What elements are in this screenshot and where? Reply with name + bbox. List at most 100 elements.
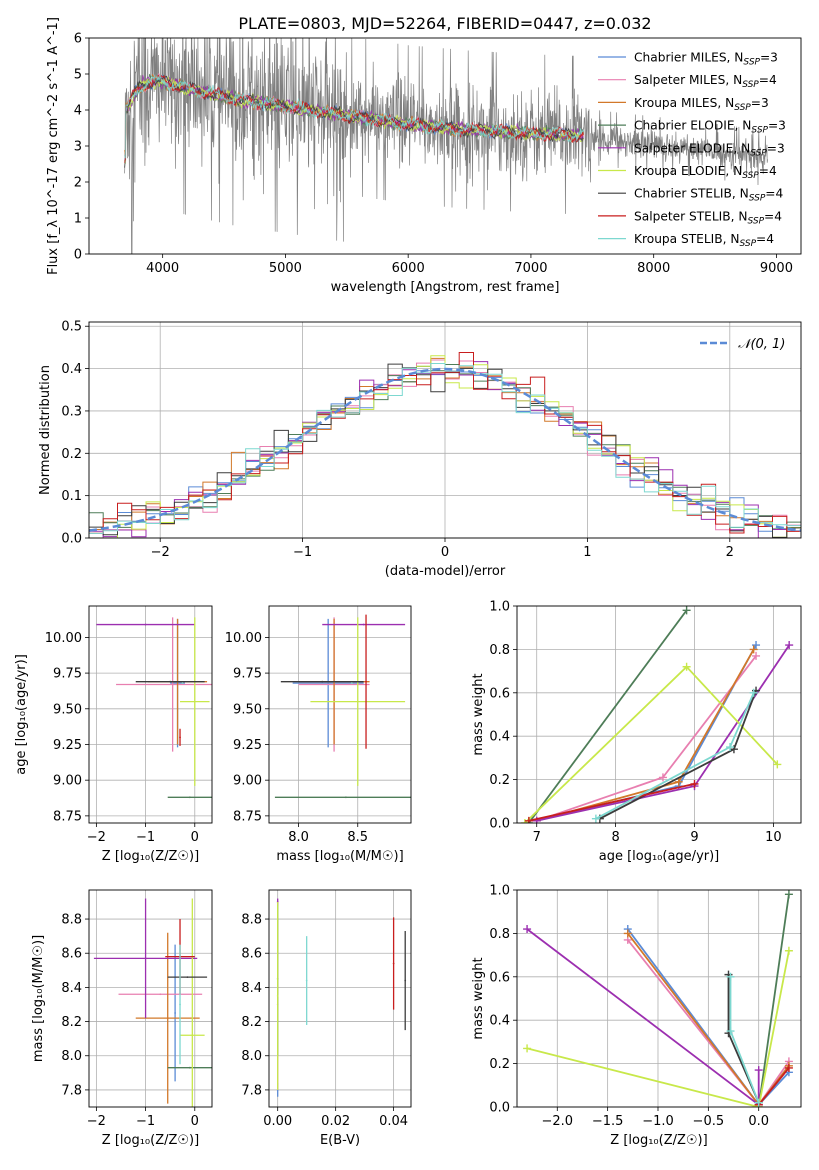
plot-area [520,606,794,823]
data-point [362,623,365,626]
weight-marker [726,743,734,752]
data-point [179,736,181,739]
axes-frame [88,321,802,539]
data-point [356,700,359,703]
weight-line-4 [536,644,790,822]
axes-age_vs_Z: −2 −1 0 8.75 9.00 9.25 9.50 9.75 10.00 Z [log₁₀(Z… [14,605,213,864]
ticks: −2 −1 0 7.8 8.0 8.2 8.4 8.6 8.8 [61,913,199,1129]
weight-marker [726,972,735,981]
x-axis-label: age [log₁₀(age/yr)] [599,849,720,864]
ticks: 8.0 8.5 8.75 9.00 9.25 9.50 9.75 10.00 [225,631,368,845]
data-point [392,962,395,965]
legend-label: Chabrier ELODIE, NSSP=3 [634,119,786,136]
y-tick-label: 8.0 [61,1049,82,1064]
data-point [188,796,191,799]
y-tick-label: 8.2 [241,1015,262,1030]
weight-line-5 [526,950,790,1107]
weight-marker [690,779,699,788]
weight-line-7 [758,1067,790,1106]
weight-marker [674,777,683,786]
plot-area [124,38,768,254]
weight-marker [784,1063,793,1072]
data-point [404,979,407,982]
x-tick-label: 0 [191,830,199,845]
model-spectrum-8 [124,74,584,159]
y-tick-label: 9.00 [53,774,82,789]
data-point [327,682,330,684]
histogram-8 [89,363,801,534]
x-tick-label: 7 [533,830,541,845]
spectrum-legend: Chabrier MILES, NSSP=3 Salpeter MILES, NS… [598,51,786,249]
y-axis-label: mass weight [471,673,486,755]
ticks: −2 −1 0 8.75 9.00 9.25 9.50 9.75 10.00 [45,631,199,845]
data-point [174,1012,177,1014]
y-tick-label: 8.6 [241,947,262,962]
y-tick-label: 0.4 [489,730,510,745]
y-tick-label: 8.8 [241,913,262,928]
plot-area [523,890,793,1107]
axes-frame [516,605,802,824]
data-point [181,682,184,684]
y-tick-label: 9.50 [233,702,262,717]
x-tick-label: 8 [611,830,619,845]
weight-marker [682,606,691,615]
axes-age_vs_mass: 8.0 8.5 8.75 9.00 9.25 9.50 9.75 10.00 mass [log… [225,605,412,864]
y-tick-label: 1.0 [489,884,510,899]
plot-area [276,898,407,1097]
weight-line-7 [528,783,695,822]
weight-marker [754,1066,763,1075]
y-tick-label: 9.75 [233,667,262,682]
plot-area [96,617,212,799]
ticks: 7 8 9 10 0.0 0.2 0.4 0.6 0.8 1.0 [489,600,781,846]
weight-marker [523,925,532,934]
legend-label: Kroupa MILES, NSSP=3 [634,96,769,113]
x-tick-label: 8.0 [288,830,309,845]
legend-label: 𝒩(0, 1) [738,337,785,352]
data-point [166,1017,169,1020]
data-point [144,957,147,960]
gridlines [269,890,411,1107]
ticks: 4000 5000 6000 7000 8000 9000 0 1 2 3 4 5 6 [74,32,793,277]
weight-marker [784,946,793,955]
x-tick-label: −2 [87,1114,106,1129]
x-tick-label: −1.5 [592,1114,624,1129]
weight-marker [749,688,758,697]
axes-frame [88,37,802,255]
x-axis-label: (data-model)/error [385,564,506,579]
data-point [144,623,147,626]
data-point [350,682,353,684]
y-tick-label: 1.0 [489,600,510,615]
weight-marker [749,645,758,654]
weight-marker [523,1044,532,1053]
y-tick-label: 10.00 [45,631,82,646]
y-tick-label: 9.00 [233,774,262,789]
axes-mass_vs_ebv: 0.00 0.02 0.04 7.8 8.0 8.2 8.4 8.6 8.8 E(B-V) [241,889,412,1148]
axes-frame [88,889,213,1108]
plot-area [89,352,801,538]
y-tick-label: 7.8 [61,1083,82,1098]
x-tick-label: −0.5 [693,1114,725,1129]
y-axis-label: age [log₁₀(age/yr)] [14,654,29,775]
weight-marker [784,890,793,899]
x-tick-label: 6000 [392,261,425,276]
y-tick-label: 0.2 [61,447,82,462]
y-tick-label: 0.0 [489,1101,510,1116]
gridlines [89,890,212,1107]
y-tick-label: 0.0 [61,532,82,547]
axes-spectrum: 4000 5000 6000 7000 8000 9000 0 1 2 3 4 5 6 wavelengt… [46,17,802,295]
data-point [305,979,308,982]
x-axis-label: wavelength [Angstrom, rest frame] [331,280,560,295]
x-axis-label: E(B-V) [320,1133,360,1148]
x-axis-label: Z [log₁₀(Z/Z☉)] [102,1133,199,1148]
y-tick-label: 2 [74,176,82,191]
y-tick-label: 7.8 [241,1083,262,1098]
axes-residuals: −2 −1 0 1 2 0.0 0.1 0.2 0.3 0.4 0.5 (data-model)/er… [38,320,802,579]
legend-label: Kroupa STELIB, NSSP=4 [634,232,774,249]
y-tick-label: 0.6 [489,686,510,701]
x-tick-label: −1 [136,830,155,845]
x-tick-label: −2 [87,830,106,845]
y-tick-label: 4 [74,104,82,119]
x-tick-label: 8000 [637,261,670,276]
x-tick-label: 0.00 [263,1114,292,1129]
